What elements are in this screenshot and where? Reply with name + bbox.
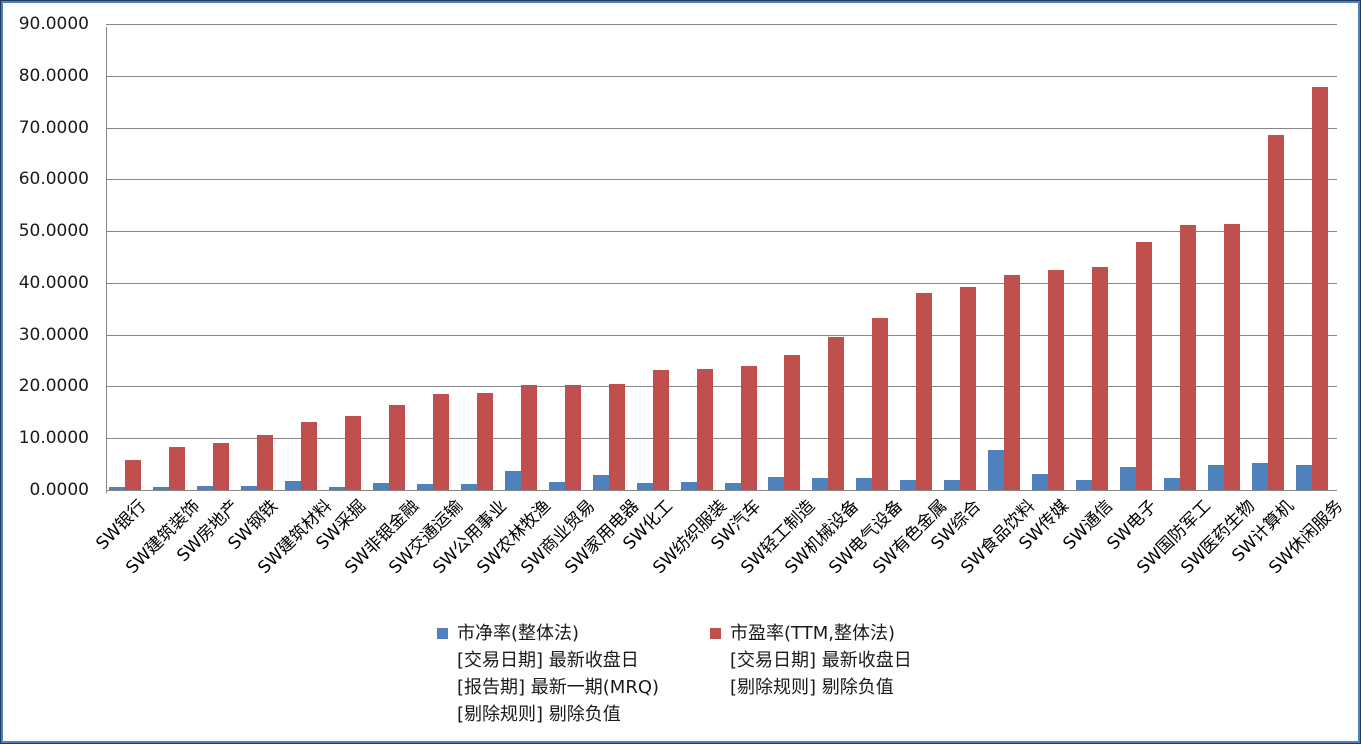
- y-tick-label: 60.0000: [18, 169, 89, 190]
- bar-pe-26: [1268, 134, 1285, 490]
- legend-pe-line-2: [交易日期] 最新收盘日: [730, 650, 912, 671]
- legend-pb-line-4: [剔除规则] 剔除负值: [457, 704, 621, 725]
- bar-pe-6: [388, 404, 405, 490]
- gridline: [106, 179, 1337, 181]
- bar-pe-23: [1136, 241, 1153, 490]
- bar-pb-20: [988, 450, 1005, 490]
- bar-pb-13: [680, 482, 697, 490]
- legend-pb-line-2: [交易日期] 最新收盘日: [457, 650, 639, 671]
- bar-pb-8: [460, 483, 477, 490]
- legend-swatch-pb: [437, 628, 448, 639]
- bar-pe-12: [652, 370, 669, 490]
- x-axis-line: [106, 490, 1337, 491]
- legend-pb-line-1: 市净率(整体法): [457, 623, 580, 644]
- y-tick-label: 0.0000: [29, 480, 89, 500]
- gridline: [106, 24, 1337, 25]
- bar-pb-5: [328, 486, 345, 490]
- bar-pe-21: [1048, 270, 1065, 490]
- bar-pe-10: [564, 385, 581, 490]
- bar-pb-22: [1076, 480, 1093, 490]
- y-tick-label: 20.0000: [18, 376, 89, 397]
- bar-pe-7: [432, 394, 449, 490]
- legend-item-pb: 市净率(整体法) [交易日期] 最新收盘日 [报告期] 最新一期(MRQ) [剔…: [437, 620, 660, 728]
- bar-pe-25: [1224, 223, 1241, 490]
- bar-pe-18: [916, 292, 933, 490]
- bar-pb-3: [240, 485, 257, 490]
- bar-pe-5: [344, 415, 361, 490]
- bar-pb-7: [416, 483, 433, 490]
- y-tick-label: 30.0000: [18, 324, 89, 345]
- bar-pe-4: [300, 421, 317, 490]
- gridline: [106, 334, 1337, 336]
- legend-pb-line-3: [报告期] 最新一期(MRQ): [457, 677, 660, 698]
- bar-pb-25: [1208, 465, 1225, 490]
- y-tick-label: 10.0000: [18, 428, 89, 449]
- bar-pb-24: [1164, 478, 1181, 490]
- bar-pe-16: [828, 336, 845, 490]
- y-tick-label: 90.0000: [18, 14, 89, 34]
- bar-pb-23: [1120, 467, 1137, 490]
- y-tick-label: 70.0000: [18, 117, 89, 138]
- bar-pb-15: [768, 477, 785, 490]
- bar-pb-10: [548, 482, 565, 490]
- bar-pb-19: [944, 480, 961, 490]
- bar-pe-13: [696, 369, 713, 490]
- bar-pe-17: [872, 317, 889, 490]
- y-axis-line: [106, 27, 107, 493]
- gridline: [106, 438, 1337, 440]
- legend-pe-line-3: [剔除规则] 剔除负值: [730, 677, 894, 698]
- bar-pe-9: [520, 385, 537, 490]
- bar-pe-11: [608, 384, 625, 490]
- bar-pb-12: [636, 483, 653, 490]
- bar-pb-0: [109, 486, 125, 490]
- bar-pe-24: [1180, 224, 1197, 490]
- bar-pb-14: [724, 483, 741, 490]
- bar-pe-15: [784, 355, 801, 490]
- bar-pe-0: [125, 459, 141, 490]
- gridline: [106, 231, 1337, 233]
- bar-pb-16: [812, 478, 829, 490]
- y-tick-label: 40.0000: [18, 272, 89, 293]
- bar-pe-3: [256, 434, 273, 490]
- y-tick-label: 50.0000: [18, 221, 89, 242]
- bar-pe-1: [168, 447, 185, 490]
- gridline: [106, 386, 1337, 388]
- bar-pe-20: [1004, 274, 1021, 490]
- legend-pe-line-1: 市盈率(TTM,整体法): [730, 623, 895, 644]
- bar-pb-26: [1252, 463, 1269, 490]
- bar-pe-22: [1092, 266, 1109, 490]
- bar-pb-21: [1032, 473, 1049, 490]
- bar-pb-9: [504, 470, 521, 490]
- bar-pe-8: [476, 393, 493, 490]
- bar-pe-19: [960, 286, 977, 490]
- bar-pb-4: [284, 480, 301, 490]
- bar-pb-27: [1296, 465, 1313, 490]
- gridline: [106, 282, 1337, 284]
- bar-pb-11: [592, 474, 609, 490]
- bar-pb-2: [196, 485, 213, 490]
- bar-pe-2: [212, 442, 229, 490]
- bar-pe-14: [740, 366, 757, 490]
- bar-pb-17: [856, 478, 873, 490]
- bar-pb-1: [152, 486, 169, 490]
- legend-swatch-pe: [710, 628, 721, 639]
- bar-pb-18: [900, 480, 917, 490]
- gridline: [106, 127, 1337, 129]
- legend-item-pe: 市盈率(TTM,整体法) [交易日期] 最新收盘日 [剔除规则] 剔除负值: [710, 620, 912, 701]
- bar-pb-6: [372, 482, 389, 490]
- bar-pe-27: [1312, 86, 1329, 490]
- y-tick-label: 80.0000: [18, 65, 89, 86]
- gridline: [106, 75, 1337, 77]
